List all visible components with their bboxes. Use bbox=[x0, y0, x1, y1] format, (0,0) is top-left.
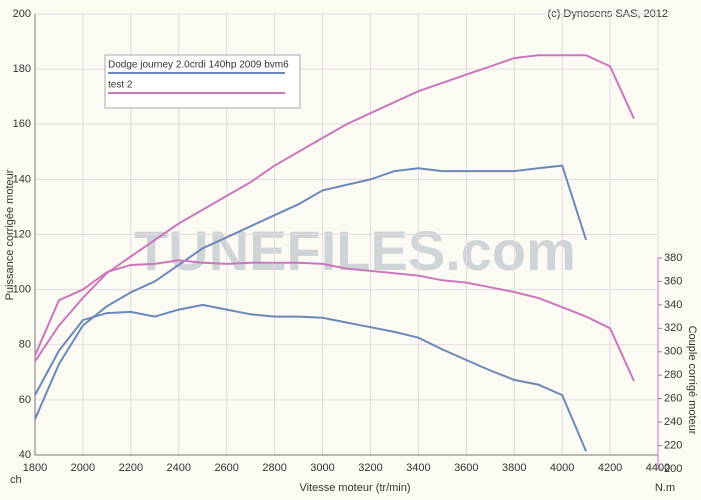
y-tick-label: 60 bbox=[19, 394, 31, 406]
y-tick-label: 40 bbox=[19, 449, 31, 461]
x-tick-label: 2400 bbox=[167, 462, 191, 474]
y-tick-label: 160 bbox=[13, 118, 31, 130]
series-line bbox=[34, 259, 635, 382]
x-tick-label: 3000 bbox=[310, 462, 334, 474]
series-line bbox=[34, 164, 588, 420]
y2-axis-label: Couple corrigé moteur bbox=[686, 326, 698, 435]
legend-box bbox=[104, 54, 301, 109]
watermark: TUNEFILES.com bbox=[134, 219, 576, 282]
series-line bbox=[34, 54, 635, 362]
y2-tick-label: 300 bbox=[664, 346, 682, 358]
legend-label: test 2 bbox=[108, 80, 133, 91]
x-axis-label: Vitesse moteur (tr/min) bbox=[299, 482, 410, 494]
x-tick-label: 3400 bbox=[406, 462, 430, 474]
series-line bbox=[34, 303, 588, 452]
y2-tick-label: 280 bbox=[664, 369, 682, 381]
x-tick-label: 2200 bbox=[119, 462, 143, 474]
x-tick-label: 2000 bbox=[71, 462, 95, 474]
y-tick-label: 140 bbox=[13, 173, 31, 185]
y2-tick-label: 220 bbox=[664, 439, 682, 451]
x-tick-label: 2600 bbox=[214, 462, 238, 474]
x-tick-label: 2800 bbox=[262, 462, 286, 474]
y-tick-label: 180 bbox=[13, 63, 31, 75]
y2-tick-label: 240 bbox=[664, 416, 682, 428]
y2-tick-label: 320 bbox=[664, 322, 682, 334]
y-unit: ch bbox=[10, 474, 22, 486]
y2-tick-label: 340 bbox=[664, 299, 682, 311]
x-tick-label: 3800 bbox=[502, 462, 526, 474]
y2-tick-label: 260 bbox=[664, 393, 682, 405]
y2-tick-label: 380 bbox=[664, 252, 682, 264]
y-tick-label: 200 bbox=[13, 8, 31, 20]
y2-tick-label: 360 bbox=[664, 275, 682, 287]
legend-label: Dodge journey 2.0crdi 140hp 2009 bvm6 bbox=[108, 60, 289, 71]
x-tick-label: 4200 bbox=[598, 462, 622, 474]
x-tick-label: 4000 bbox=[550, 462, 574, 474]
x-tick-label: 1800 bbox=[23, 462, 47, 474]
y2-tick-label: 200 bbox=[664, 463, 682, 475]
y2-unit: N.m bbox=[655, 482, 675, 494]
y-axis-label: Puissance corrigée moteur bbox=[4, 169, 16, 300]
y-tick-label: 120 bbox=[13, 228, 31, 240]
x-tick-label: 3200 bbox=[358, 462, 382, 474]
y-tick-label: 80 bbox=[19, 339, 31, 351]
x-tick-label: 3600 bbox=[454, 462, 478, 474]
y-tick-label: 100 bbox=[13, 284, 31, 296]
